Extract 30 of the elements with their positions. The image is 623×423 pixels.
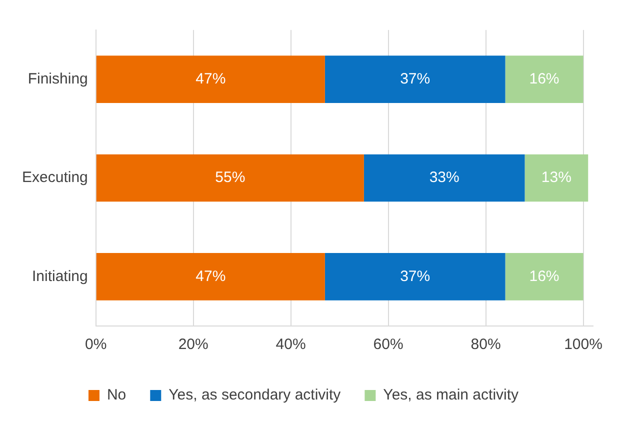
bar xyxy=(505,56,584,104)
data-label: 16% xyxy=(529,70,560,88)
data-label: 47% xyxy=(196,70,226,88)
legend-label: No xyxy=(106,386,126,404)
data-label: 37% xyxy=(400,268,430,285)
bar xyxy=(505,252,584,300)
y-tick-label: Initiating xyxy=(32,268,88,285)
bar xyxy=(524,154,588,202)
bar xyxy=(324,56,506,104)
data-label: 33% xyxy=(429,169,460,186)
data-label: 13% xyxy=(541,169,572,186)
x-tick-label: 80% xyxy=(470,336,501,354)
y-tick-label: Executing xyxy=(22,169,88,186)
bar xyxy=(96,56,325,104)
bar xyxy=(364,154,525,202)
x-tick-label: 20% xyxy=(178,336,208,354)
x-tick-label: 40% xyxy=(276,336,306,354)
x-tick-label: 0% xyxy=(85,336,107,354)
y-tick-label: Finishing xyxy=(28,70,88,88)
x-tick-label: 60% xyxy=(373,336,404,354)
data-label: 37% xyxy=(400,70,430,88)
data-label: 47% xyxy=(196,268,226,285)
bar xyxy=(324,252,506,300)
data-label: 55% xyxy=(215,169,246,186)
bar xyxy=(96,252,325,300)
bar xyxy=(96,154,364,202)
legend-label: Yes, as main activity xyxy=(383,386,520,404)
x-tick-label: 100% xyxy=(564,336,602,354)
data-label: 16% xyxy=(529,268,560,285)
legend-label: Yes, as secondary activity xyxy=(168,386,342,404)
